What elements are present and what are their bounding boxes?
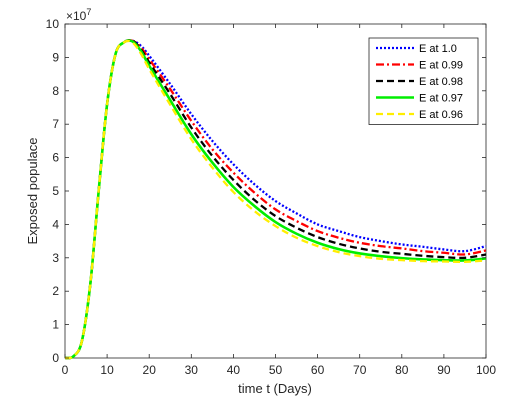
legend-label-1: E at 1.0 [419,43,457,55]
x-tick-label: 20 [143,363,157,377]
x-tick-label: 90 [437,363,451,377]
x-tick-label: 70 [353,363,367,377]
y-tick-label: 1 [52,318,59,332]
x-tick-label: 50 [269,363,283,377]
x-tick-label: 10 [100,363,114,377]
x-tick-label: 60 [311,363,325,377]
y-tick-label: 3 [52,251,59,265]
x-tick-label: 80 [395,363,409,377]
y-tick-label: 0 [52,351,59,365]
y-tick-label: 9 [52,50,59,64]
legend-label-4: E at 0.97 [419,93,463,105]
legend-label-3: E at 0.98 [419,76,463,88]
x-tick-label: 0 [62,363,69,377]
exponent-label: ×107 [66,7,91,23]
series-line-5 [64,39,487,360]
y-axis: 0 1 2 3 4 5 6 7 8 9 10 [46,17,486,365]
x-axis-title: time t (Days) [238,381,312,396]
exponent-power: 7 [86,7,91,17]
x-axis: 0 10 20 30 40 50 60 70 80 90 100 [62,24,496,377]
x-tick-label: 100 [476,363,496,377]
x-tick-label: 40 [227,363,241,377]
legend-box [368,37,479,125]
y-tick-label: 10 [46,17,60,31]
y-axis-title: Exposed populace [25,138,40,245]
y-tick-label: 4 [52,217,59,231]
legend-label-5: E at 0.96 [419,109,463,121]
series-line-1 [64,39,487,360]
x-tick-label: 30 [185,363,199,377]
legend: E at 1.0 E at 0.99 E at 0.98 E at 0.97 E at … [368,37,479,125]
y-tick-label: 8 [52,84,59,98]
y-tick-label: 6 [52,151,59,165]
y-tick-label: 5 [52,184,59,198]
legend-label-2: E at 0.99 [419,60,463,72]
y-tick-label: 2 [52,284,59,298]
y-tick-label: 7 [52,117,59,131]
